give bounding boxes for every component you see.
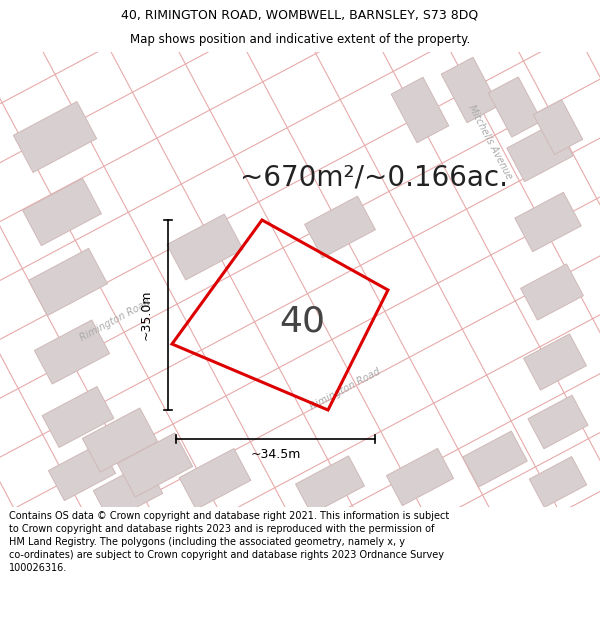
- Text: Map shows position and indicative extent of the property.: Map shows position and indicative extent…: [130, 32, 470, 46]
- Polygon shape: [529, 457, 587, 508]
- Text: 40, RIMINGTON ROAD, WOMBWELL, BARNSLEY, S73 8DQ: 40, RIMINGTON ROAD, WOMBWELL, BARNSLEY, …: [121, 8, 479, 21]
- Polygon shape: [13, 101, 97, 172]
- Polygon shape: [305, 196, 376, 258]
- Text: ~34.5m: ~34.5m: [250, 449, 301, 461]
- Polygon shape: [524, 334, 586, 390]
- Polygon shape: [533, 99, 583, 154]
- Polygon shape: [296, 456, 364, 514]
- Text: Contains OS data © Crown copyright and database right 2021. This information is : Contains OS data © Crown copyright and d…: [9, 511, 449, 573]
- Polygon shape: [34, 320, 110, 384]
- Text: 40: 40: [280, 304, 325, 338]
- Polygon shape: [23, 178, 101, 246]
- Polygon shape: [515, 192, 581, 252]
- Polygon shape: [488, 77, 542, 137]
- Polygon shape: [93, 462, 163, 521]
- Text: ~670m²/~0.166ac.: ~670m²/~0.166ac.: [240, 163, 508, 191]
- Polygon shape: [441, 58, 499, 122]
- Polygon shape: [391, 78, 449, 142]
- Polygon shape: [29, 248, 107, 316]
- Text: Mitchells Avenue: Mitchells Avenue: [466, 103, 514, 181]
- Polygon shape: [118, 433, 193, 497]
- Polygon shape: [82, 408, 158, 472]
- Polygon shape: [507, 122, 573, 182]
- Polygon shape: [167, 214, 243, 280]
- Text: Rimington Road: Rimington Road: [78, 298, 152, 343]
- Polygon shape: [179, 449, 251, 509]
- Polygon shape: [49, 443, 116, 501]
- Polygon shape: [386, 448, 454, 506]
- Text: ~35.0m: ~35.0m: [139, 290, 152, 340]
- Polygon shape: [521, 264, 583, 320]
- Polygon shape: [42, 386, 114, 448]
- Text: Rimington Road: Rimington Road: [308, 366, 382, 412]
- Polygon shape: [528, 395, 588, 449]
- Polygon shape: [463, 431, 527, 487]
